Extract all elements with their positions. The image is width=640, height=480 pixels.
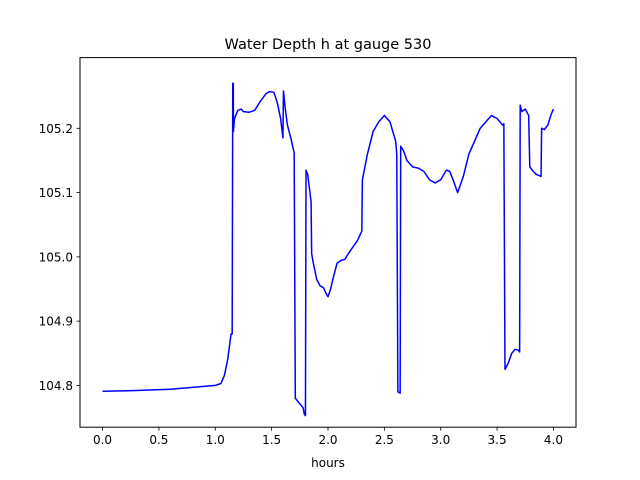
x-tick-label: 0.0	[93, 433, 112, 447]
x-tick-label: 1.0	[206, 433, 225, 447]
y-axis: 104.8 104.9 105.0 105.1 105.2	[39, 122, 80, 393]
x-axis-label: hours	[311, 456, 345, 470]
x-tick-label: 2.0	[318, 433, 337, 447]
x-tick-label: 3.5	[488, 433, 507, 447]
y-tick-label: 105.2	[39, 122, 73, 136]
x-axis: 0.0 0.5 1.0 1.5 2.0 2.5 3.0 3.5 4.0	[93, 427, 563, 447]
series-layer	[102, 82, 555, 417]
y-tick-label: 105.1	[39, 186, 73, 200]
series-line	[102, 82, 555, 417]
y-tick-label: 104.8	[39, 379, 73, 393]
x-tick-label: 2.5	[375, 433, 394, 447]
x-tick-label: 3.0	[431, 433, 450, 447]
y-tick-label: 104.9	[39, 315, 73, 329]
x-tick-label: 1.5	[262, 433, 281, 447]
y-tick-label: 105.0	[39, 250, 73, 264]
x-tick-label: 4.0	[544, 433, 563, 447]
x-tick-label: 0.5	[149, 433, 168, 447]
chart-title: Water Depth h at gauge 530	[225, 37, 432, 53]
